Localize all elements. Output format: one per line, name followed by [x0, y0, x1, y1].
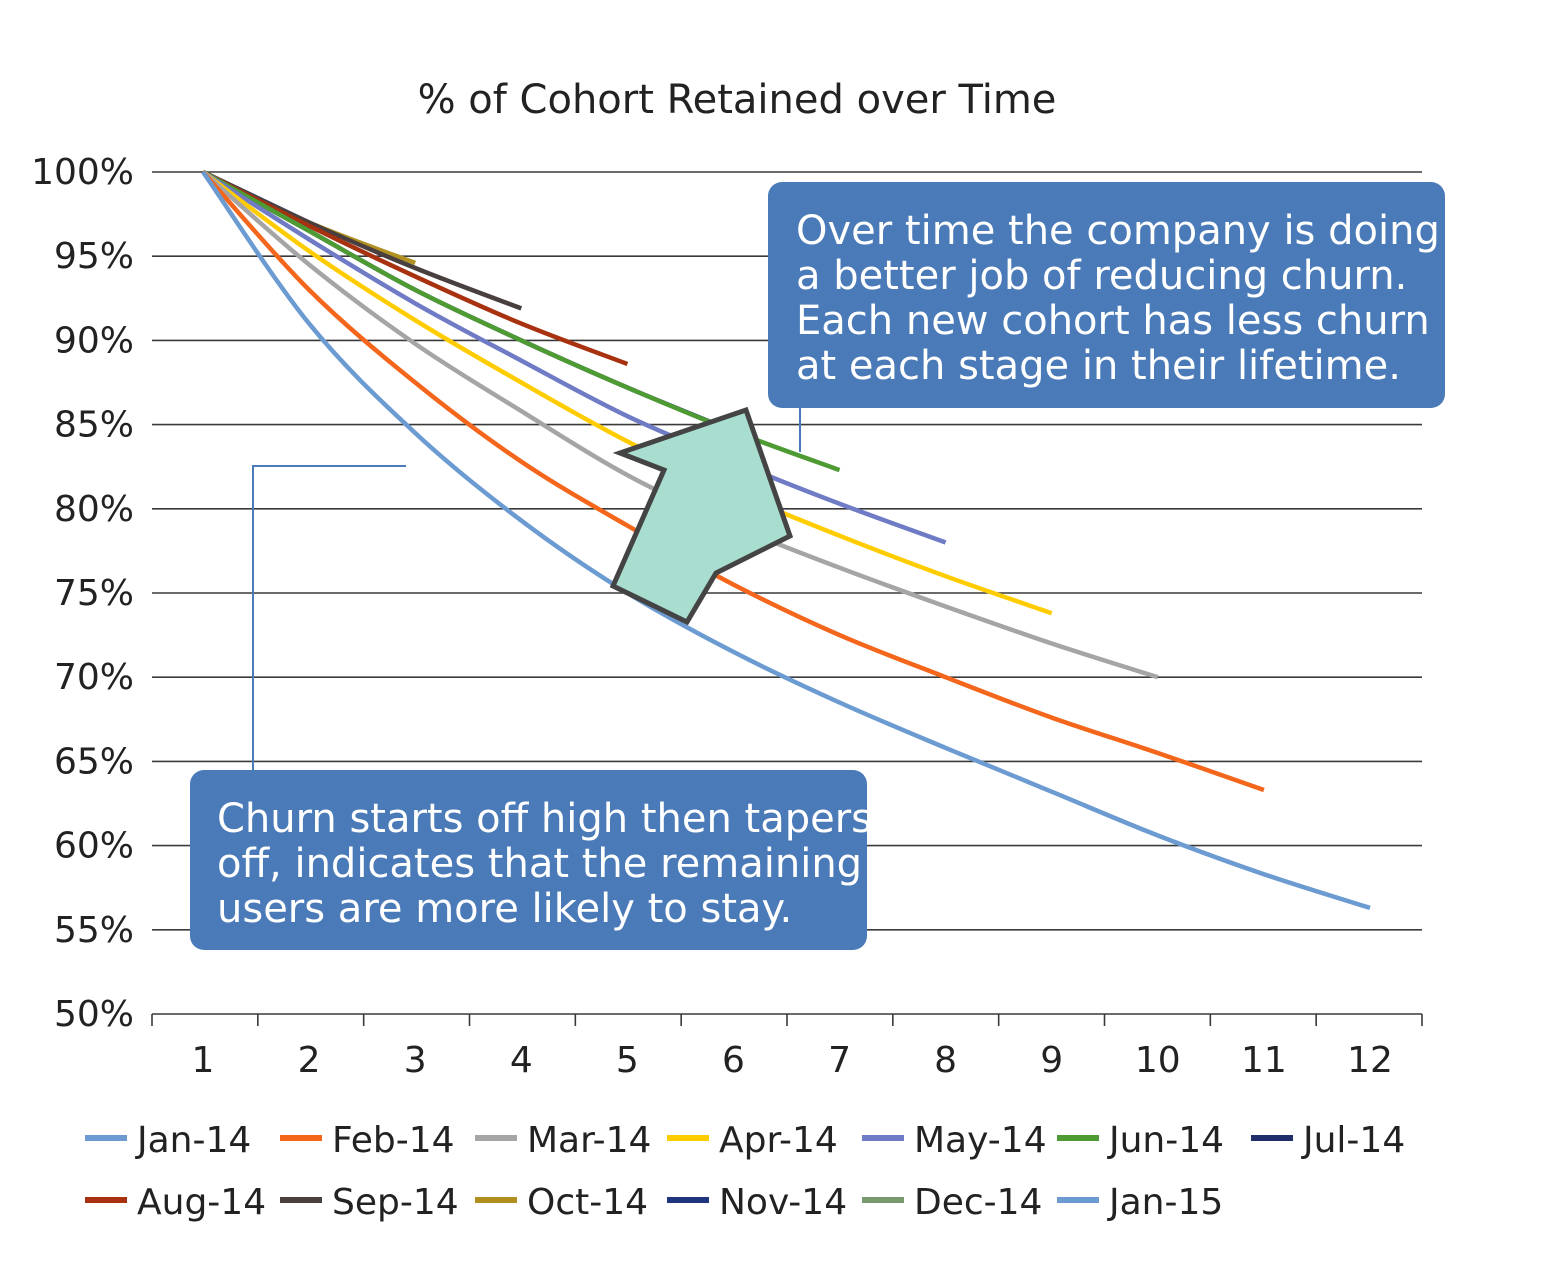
chart-title: % of Cohort Retained over Time: [418, 77, 1057, 123]
x-axis: 1 2 3 4 5 6 7 8 9 10 11 12: [151, 1013, 1423, 1081]
legend-label: Nov-14: [719, 1182, 847, 1223]
series-line-aug-14: [201, 169, 629, 367]
legend-item-may-14: May-14: [862, 1120, 1047, 1161]
legend-item-jan-14: Jan-14: [85, 1120, 251, 1161]
y-tick-label: 50%: [54, 994, 134, 1035]
y-tick-label: 55%: [54, 910, 134, 951]
y-tick-label: 85%: [54, 405, 134, 446]
series-line-jan-14: [201, 170, 1371, 911]
x-tick-label: 11: [1241, 1040, 1287, 1081]
x-tick-label: 7: [828, 1040, 851, 1081]
y-axis: 50% 55% 60% 65% 70% 75% 80% 85% 90% 95% 100%: [31, 152, 134, 1035]
legend-item-sep-14: Sep-14: [280, 1182, 459, 1223]
legend-label: May-14: [914, 1120, 1047, 1161]
y-tick-label: 90%: [54, 320, 134, 361]
callout-bottom-box: [190, 770, 867, 950]
callout-top-box: [768, 182, 1445, 408]
x-tick-label: 10: [1135, 1040, 1181, 1081]
callout-top-line-2: a better job of reducing churn.: [796, 253, 1407, 299]
legend-label: Mar-14: [527, 1120, 651, 1161]
y-tick-label: 70%: [54, 657, 134, 698]
x-tick-label: 5: [616, 1040, 639, 1081]
x-tick-label: 4: [510, 1040, 533, 1081]
callout-top: Over time the company is doing a better …: [768, 182, 1445, 452]
legend-item-apr-14: Apr-14: [667, 1120, 838, 1161]
legend-label: Jun-14: [1107, 1120, 1224, 1161]
callout-bottom: Churn starts off high then tapers off, i…: [190, 465, 872, 950]
legend-label: Jan-14: [135, 1120, 251, 1161]
legend-item-aug-14: Aug-14: [85, 1182, 266, 1223]
x-tick-label: 6: [722, 1040, 745, 1081]
legend-label: Sep-14: [332, 1182, 459, 1223]
callout-top-line-3: Each new cohort has less churn: [796, 298, 1430, 344]
legend-item-jan-15: Jan-15: [1057, 1182, 1223, 1223]
callout-bottom-line-1: Churn starts off high then tapers: [217, 796, 872, 842]
y-tick-label: 60%: [54, 826, 134, 867]
legend-item-oct-14: Oct-14: [475, 1182, 648, 1223]
callout-bottom-line-2: off, indicates that the remaining: [217, 841, 862, 887]
x-tick-label: 9: [1040, 1040, 1063, 1081]
x-tick-label: 12: [1347, 1040, 1393, 1081]
legend-item-feb-14: Feb-14: [280, 1120, 455, 1161]
y-tick-label: 75%: [54, 573, 134, 614]
series-line-apr-14: [201, 170, 1053, 616]
legend-label: Oct-14: [527, 1182, 648, 1223]
legend-label: Aug-14: [137, 1182, 266, 1223]
x-tick-label: 2: [298, 1040, 321, 1081]
callout-bottom-leader: [252, 465, 406, 770]
y-tick-label: 100%: [31, 152, 134, 193]
callout-top-line-1: Over time the company is doing: [796, 208, 1440, 254]
callout-bottom-line-3: users are more likely to stay.: [217, 886, 792, 932]
legend-item-jul-14: Jul-14: [1251, 1120, 1405, 1161]
x-tick-label: 8: [934, 1040, 957, 1081]
y-tick-label: 65%: [54, 741, 134, 782]
callout-top-line-4: at each stage in their lifetime.: [796, 343, 1401, 389]
x-tick-label: 3: [404, 1040, 427, 1081]
legend-label: Apr-14: [719, 1120, 838, 1161]
improvement-arrow-icon: [609, 406, 794, 626]
legend-item-jun-14: Jun-14: [1057, 1120, 1224, 1161]
legend: Jan-14 Feb-14 Mar-14 Apr-14 May-14 Jun-14 Jul-…: [85, 1120, 1405, 1223]
legend-label: Jan-15: [1107, 1182, 1223, 1223]
y-tick-label: 80%: [54, 489, 134, 530]
series-line-may-14: [201, 170, 947, 545]
legend-item-mar-14: Mar-14: [475, 1120, 651, 1161]
legend-label: Jul-14: [1301, 1120, 1405, 1161]
legend-label: Feb-14: [332, 1120, 455, 1161]
x-tick-label: 1: [192, 1040, 215, 1081]
legend-item-nov-14: Nov-14: [667, 1182, 847, 1223]
y-tick-label: 95%: [54, 236, 134, 277]
legend-label: Dec-14: [914, 1182, 1042, 1223]
legend-item-dec-14: Dec-14: [862, 1182, 1042, 1223]
